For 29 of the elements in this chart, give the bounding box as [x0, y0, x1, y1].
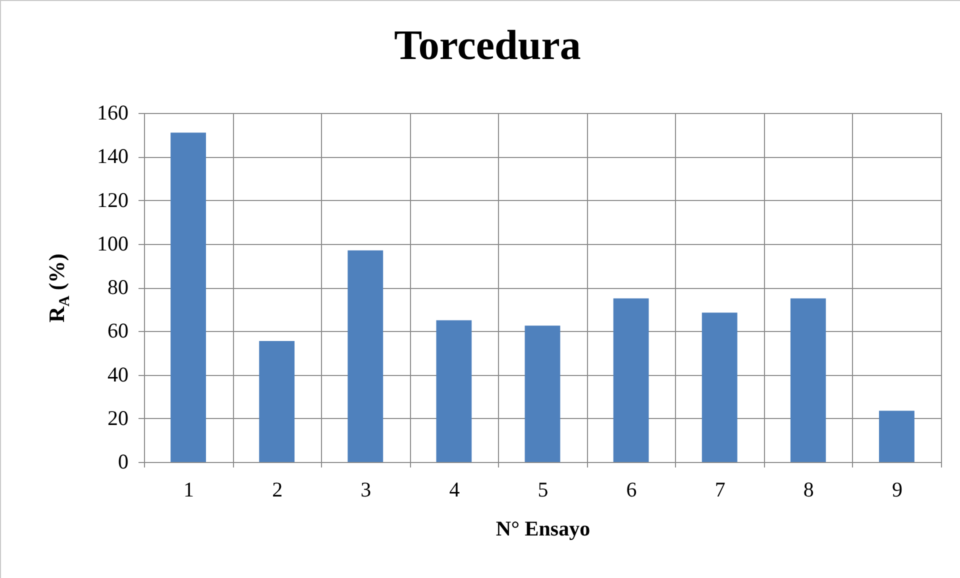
- bar: [436, 320, 472, 462]
- bar: [790, 298, 826, 462]
- x-tick-label: 8: [803, 478, 814, 502]
- y-tick-label: 140: [97, 144, 128, 168]
- bar: [259, 340, 295, 462]
- bar: [702, 312, 738, 462]
- x-axis-title: N° Ensayo: [496, 516, 590, 540]
- x-tick-label: 1: [184, 478, 194, 502]
- bar: [879, 410, 914, 462]
- y-tick-label: 160: [97, 100, 128, 124]
- chart-title: Torcedura: [394, 23, 581, 69]
- y-tick-label: 0: [118, 450, 128, 474]
- y-tick-label: 20: [108, 406, 128, 430]
- x-tick-label: 5: [538, 478, 548, 502]
- x-tick-label: 7: [714, 478, 726, 502]
- bar: [613, 298, 649, 462]
- y-tick-label: 80: [108, 275, 128, 299]
- x-tick-label: 6: [626, 478, 637, 502]
- bar: [170, 132, 206, 462]
- y-tick-label: 60: [108, 318, 128, 343]
- bar: [348, 250, 384, 462]
- x-tick-label: 2: [272, 478, 283, 502]
- x-tick-label: 9: [892, 478, 902, 502]
- y-tick-label: 40: [108, 362, 128, 386]
- x-tick-label: 4: [449, 478, 460, 502]
- bar: [524, 326, 560, 462]
- y-tick-label: 100: [97, 231, 128, 256]
- y-tick-label: 120: [97, 188, 128, 212]
- x-tick-label: 3: [360, 478, 372, 502]
